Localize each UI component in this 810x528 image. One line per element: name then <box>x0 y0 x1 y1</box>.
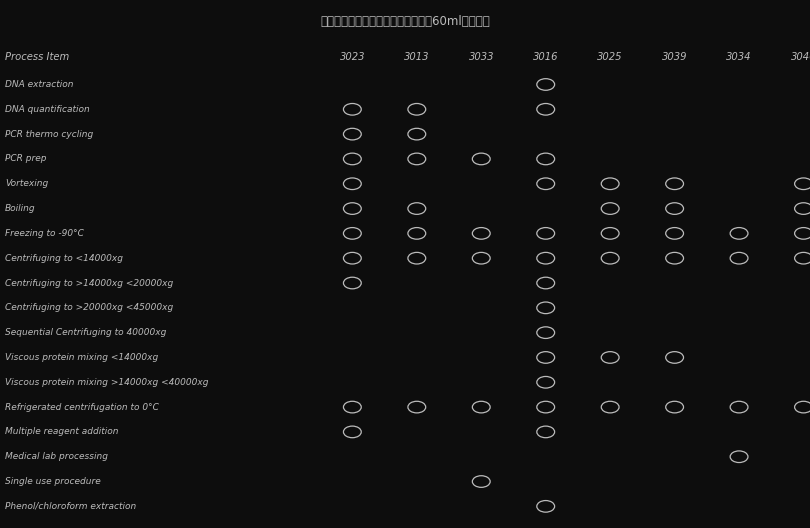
Text: 3034: 3034 <box>727 52 752 62</box>
Text: Centrifuging to >14000xg <20000xg: Centrifuging to >14000xg <20000xg <box>5 278 173 288</box>
Text: 3016: 3016 <box>533 52 558 62</box>
Text: PCR prep: PCR prep <box>5 154 46 164</box>
Text: 3025: 3025 <box>598 52 623 62</box>
Text: Sequential Centrifuging to 40000xg: Sequential Centrifuging to 40000xg <box>5 328 166 337</box>
Text: 3046: 3046 <box>791 52 810 62</box>
Text: Medical lab processing: Medical lab processing <box>5 452 108 461</box>
Text: Boiling: Boiling <box>5 204 36 213</box>
Text: Process Item: Process Item <box>5 52 69 62</box>
Text: DNA quantification: DNA quantification <box>5 105 90 114</box>
Text: Phenol/chloroform extraction: Phenol/chloroform extraction <box>5 502 136 511</box>
Text: Multiple reagent addition: Multiple reagent addition <box>5 427 118 437</box>
Text: Centrifuging to <14000xg: Centrifuging to <14000xg <box>5 253 123 263</box>
Text: 3039: 3039 <box>662 52 688 62</box>
Text: Viscous protein mixing >14000xg <40000xg: Viscous protein mixing >14000xg <40000xg <box>5 378 208 387</box>
Text: Centrifuging to >20000xg <45000xg: Centrifuging to >20000xg <45000xg <box>5 303 173 313</box>
Text: Viscous protein mixing <14000xg: Viscous protein mixing <14000xg <box>5 353 158 362</box>
Text: 3023: 3023 <box>339 52 365 62</box>
Text: 3013: 3013 <box>404 52 429 62</box>
Text: 各处理程序适用的管理细则、学管及60ml以下用品: 各处理程序适用的管理细则、学管及60ml以下用品 <box>320 15 490 28</box>
Text: Refrigerated centrifugation to 0°C: Refrigerated centrifugation to 0°C <box>5 402 159 412</box>
Text: Freezing to -90°C: Freezing to -90°C <box>5 229 83 238</box>
Text: Single use procedure: Single use procedure <box>5 477 100 486</box>
Text: Vortexing: Vortexing <box>5 179 48 188</box>
Text: PCR thermo cycling: PCR thermo cycling <box>5 129 93 139</box>
Text: 3033: 3033 <box>468 52 494 62</box>
Text: DNA extraction: DNA extraction <box>5 80 74 89</box>
